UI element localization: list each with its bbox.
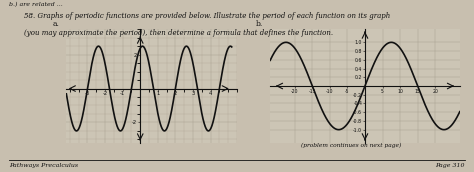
Text: (you may approximate the period), then determine a formula that defines the func: (you may approximate the period), then d… (24, 29, 333, 37)
Text: a.: a. (52, 19, 59, 28)
Text: b.: b. (256, 19, 263, 28)
Text: Page 310: Page 310 (435, 163, 465, 168)
Text: b.) are related ...: b.) are related ... (9, 2, 63, 7)
Text: Pathways Precalculus: Pathways Precalculus (9, 163, 79, 168)
Text: (problem continues on next page): (problem continues on next page) (301, 143, 401, 148)
Text: 58. Graphs of periodic functions are provided below. Illustrate the period of ea: 58. Graphs of periodic functions are pro… (24, 12, 390, 20)
